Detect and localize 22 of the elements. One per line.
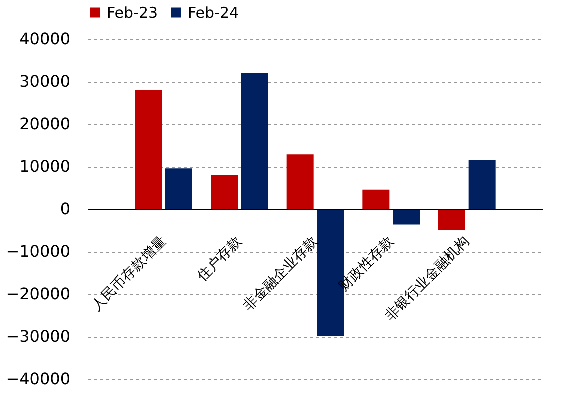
bar: [286, 154, 314, 209]
bar: [211, 175, 238, 209]
legend-label: Feb-23: [107, 4, 158, 22]
y-tick-label: −40000: [6, 370, 70, 388]
y-tick-label: −10000: [6, 242, 70, 261]
x-tick-label: 人民币存款增量: [88, 234, 170, 314]
y-tick-label: 30000: [20, 72, 70, 91]
bar: [393, 209, 420, 225]
bar: [438, 209, 466, 230]
bar: [468, 160, 496, 209]
legend-label: Feb-24: [188, 4, 240, 22]
y-tick-label: 10000: [20, 157, 70, 176]
y-tick-label: 20000: [20, 114, 70, 134]
bar: [166, 168, 192, 209]
y-tick-label: −20000: [6, 284, 70, 304]
bar: [362, 190, 390, 209]
y-tick-label: −30000: [6, 327, 70, 346]
bar: [135, 90, 162, 209]
x-tick-label: 财政性存款: [336, 234, 397, 295]
y-tick-label: 40000: [20, 30, 70, 48]
bar: [241, 73, 268, 209]
y-tick-label: 0: [60, 200, 70, 218]
